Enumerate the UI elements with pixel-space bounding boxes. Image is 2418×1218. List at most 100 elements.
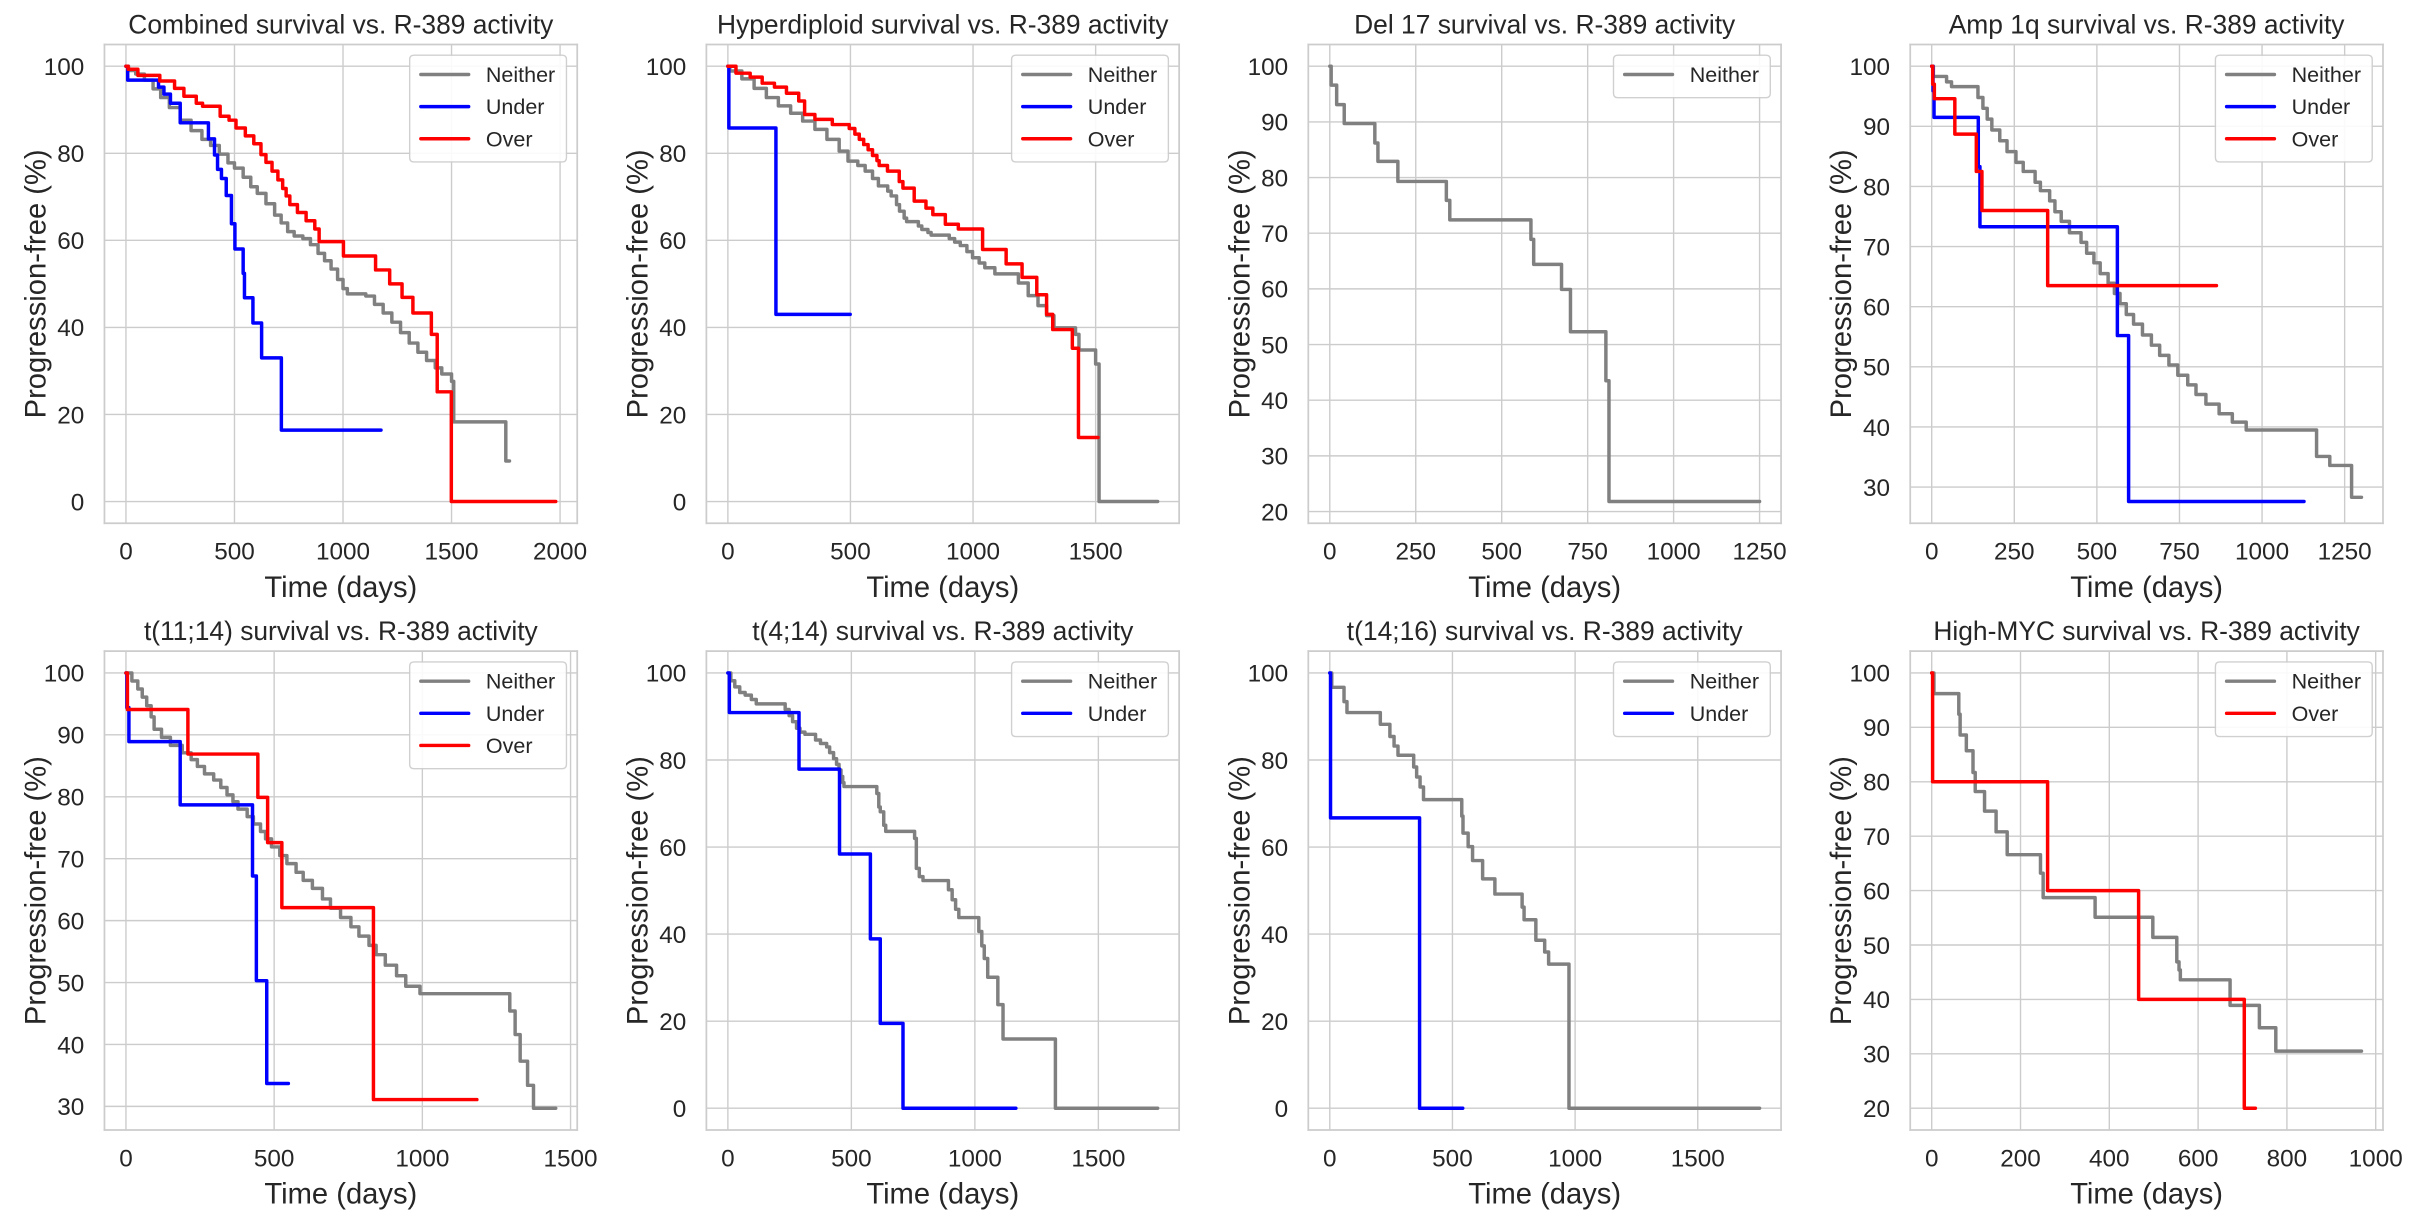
svg-text:50: 50 [1863,933,1890,960]
svg-text:20: 20 [659,402,686,429]
svg-text:Neither: Neither [1088,63,1157,87]
svg-text:30: 30 [1863,1042,1890,1069]
svg-text:Time (days): Time (days) [264,572,417,604]
svg-text:500: 500 [1432,1145,1473,1172]
svg-text:50: 50 [1863,355,1890,382]
svg-text:Neither: Neither [1088,670,1157,694]
svg-text:800: 800 [2267,1145,2308,1172]
svg-text:70: 70 [1261,221,1288,248]
svg-text:t(4;14) survival vs. R-389 act: t(4;14) survival vs. R-389 activity [752,616,1134,646]
svg-text:Over: Over [486,127,533,151]
svg-text:Time (days): Time (days) [866,1179,1019,1211]
svg-text:40: 40 [1863,415,1890,442]
svg-text:Progression-free (%): Progression-free (%) [622,756,654,1025]
svg-text:0: 0 [673,489,687,516]
svg-text:90: 90 [1863,715,1890,742]
svg-text:750: 750 [1567,539,1608,566]
svg-text:250: 250 [1994,539,2035,566]
svg-text:1000: 1000 [948,1145,1002,1172]
svg-text:t(14;16) survival vs. R-389 ac: t(14;16) survival vs. R-389 activity [1347,616,1744,646]
svg-text:60: 60 [1261,835,1288,862]
svg-text:0: 0 [119,539,133,566]
svg-text:1000: 1000 [395,1145,449,1172]
svg-text:60: 60 [1863,295,1890,322]
svg-text:Neither: Neither [2292,63,2361,87]
svg-text:1250: 1250 [1733,539,1787,566]
svg-text:50: 50 [57,970,84,997]
svg-text:80: 80 [1863,174,1890,201]
svg-text:Time (days): Time (days) [264,1179,417,1211]
svg-text:Over: Over [2292,702,2339,726]
svg-text:40: 40 [57,1032,84,1059]
svg-text:500: 500 [214,539,255,566]
svg-text:50: 50 [1261,332,1288,359]
svg-text:80: 80 [1863,770,1890,797]
svg-text:Progression-free (%): Progression-free (%) [622,149,654,418]
svg-text:Neither: Neither [2292,670,2361,694]
svg-text:Time (days): Time (days) [2070,1179,2223,1211]
svg-text:80: 80 [57,785,84,812]
svg-text:600: 600 [2178,1145,2219,1172]
svg-text:70: 70 [57,847,84,874]
svg-text:0: 0 [119,1145,133,1172]
svg-text:1500: 1500 [1671,1145,1725,1172]
svg-text:60: 60 [1261,277,1288,304]
svg-text:Under: Under [1088,95,1147,119]
svg-text:70: 70 [1863,824,1890,851]
svg-text:60: 60 [57,228,84,255]
svg-text:500: 500 [1481,539,1522,566]
svg-text:40: 40 [1261,388,1288,415]
svg-text:0: 0 [721,1145,735,1172]
svg-text:Hyperdiploid survival vs. R-38: Hyperdiploid survival vs. R-389 activity [717,9,1169,39]
svg-text:Time (days): Time (days) [2070,572,2223,604]
svg-text:0: 0 [1925,539,1939,566]
svg-text:1000: 1000 [1647,539,1701,566]
svg-text:20: 20 [659,1009,686,1036]
svg-text:100: 100 [1850,54,1891,81]
svg-text:1000: 1000 [2349,1145,2403,1172]
svg-text:Del 17 survival vs. R-389 acti: Del 17 survival vs. R-389 activity [1354,9,1736,39]
svg-text:1500: 1500 [425,539,479,566]
svg-text:1250: 1250 [2318,539,2372,566]
svg-text:Over: Over [486,734,533,758]
svg-text:0: 0 [71,489,85,516]
svg-text:Neither: Neither [486,670,555,694]
svg-text:100: 100 [1850,661,1891,688]
svg-text:Under: Under [2292,95,2351,119]
svg-text:0: 0 [721,539,735,566]
svg-text:80: 80 [1261,165,1288,192]
svg-text:Time (days): Time (days) [866,572,1019,604]
svg-text:100: 100 [1248,661,1289,688]
svg-text:1500: 1500 [1071,1145,1125,1172]
svg-text:100: 100 [1248,54,1289,81]
svg-text:60: 60 [1863,878,1890,905]
svg-text:90: 90 [1863,114,1890,141]
svg-text:Combined survival vs. R-389 ac: Combined survival vs. R-389 activity [128,9,554,39]
svg-text:Neither: Neither [1690,670,1759,694]
svg-text:Over: Over [1088,127,1135,151]
svg-text:90: 90 [1261,110,1288,137]
svg-text:60: 60 [659,228,686,255]
svg-text:20: 20 [1863,1096,1890,1123]
svg-text:40: 40 [1261,922,1288,949]
svg-text:250: 250 [1395,539,1436,566]
svg-text:Amp 1q survival vs. R-389 acti: Amp 1q survival vs. R-389 activity [1949,9,2346,39]
svg-text:60: 60 [57,908,84,935]
svg-text:Neither: Neither [486,63,555,87]
svg-text:500: 500 [830,539,871,566]
svg-text:100: 100 [646,54,687,81]
svg-text:100: 100 [44,661,85,688]
svg-text:Progression-free (%): Progression-free (%) [1826,756,1858,1025]
svg-text:Under: Under [486,95,545,119]
svg-text:1000: 1000 [946,539,1000,566]
svg-text:Progression-free (%): Progression-free (%) [20,756,52,1025]
svg-text:500: 500 [254,1145,295,1172]
svg-text:500: 500 [2077,539,2118,566]
svg-text:80: 80 [659,141,686,168]
svg-text:20: 20 [57,402,84,429]
svg-text:100: 100 [646,661,687,688]
svg-text:Progression-free (%): Progression-free (%) [1224,756,1256,1025]
svg-text:90: 90 [57,723,84,750]
svg-text:500: 500 [831,1145,872,1172]
svg-text:2000: 2000 [533,539,587,566]
